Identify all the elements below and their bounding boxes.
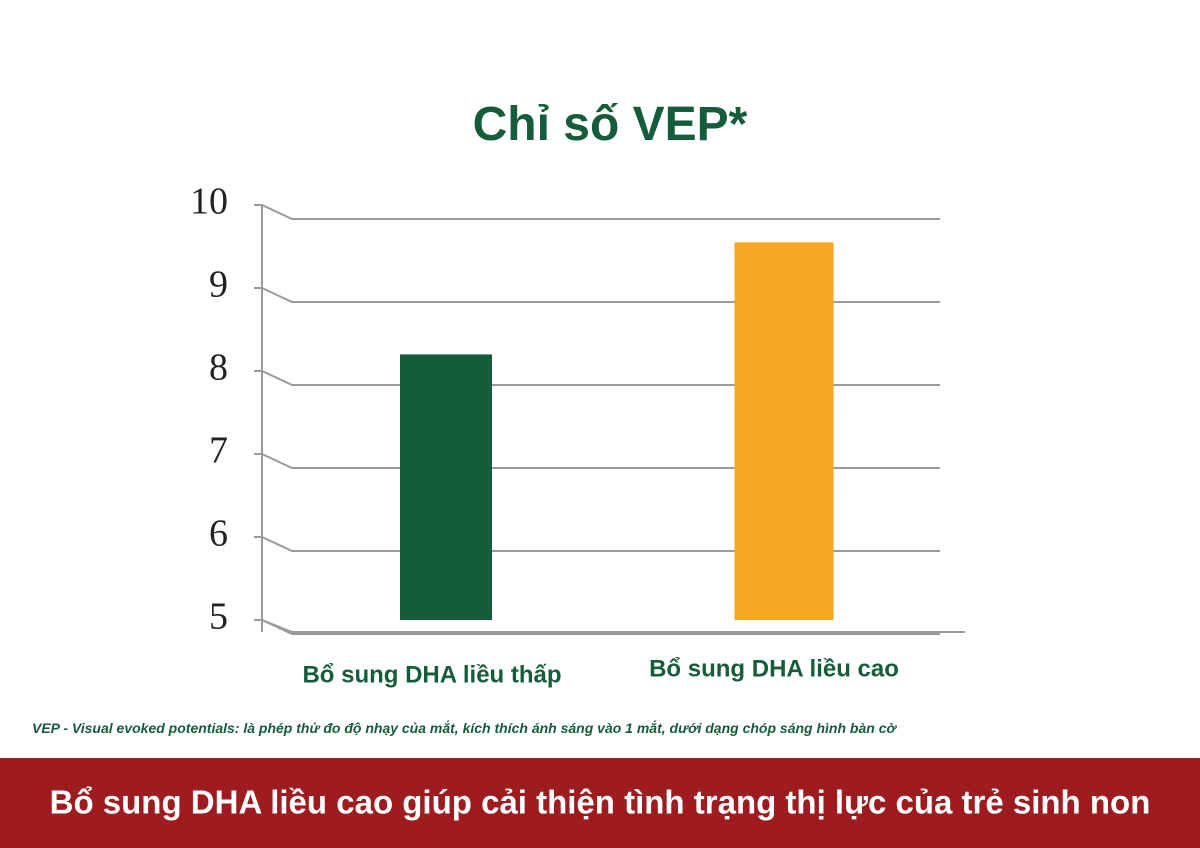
caption-banner	[0, 758, 1200, 848]
caption: Bổ sung DHA liều cao giúp cải thiện tình…	[50, 784, 1151, 821]
y-tick-label: 9	[209, 264, 228, 306]
x-axis	[261, 619, 965, 633]
y-tick-label: 6	[209, 513, 228, 555]
y-tick-label: 7	[209, 430, 228, 472]
x-tick-label: Bổ sung DHA liều cao	[649, 655, 899, 682]
grid-line	[261, 619, 940, 635]
grid-line	[261, 287, 940, 303]
chart-title: Chỉ số VEP*	[473, 98, 748, 151]
x-tick-label: Bổ sung DHA liều thấp	[302, 661, 561, 688]
grid-line	[261, 536, 940, 552]
grid-line	[261, 370, 940, 386]
bar	[734, 242, 834, 620]
y-tick-label: 10	[190, 181, 228, 223]
grid-line	[261, 453, 940, 469]
grid-line	[261, 204, 940, 220]
bar	[400, 354, 492, 620]
y-tick-label: 8	[209, 347, 228, 389]
y-tick-label: 5	[209, 596, 228, 638]
footnote: VEP - Visual evoked potentials: là phép …	[32, 719, 897, 736]
